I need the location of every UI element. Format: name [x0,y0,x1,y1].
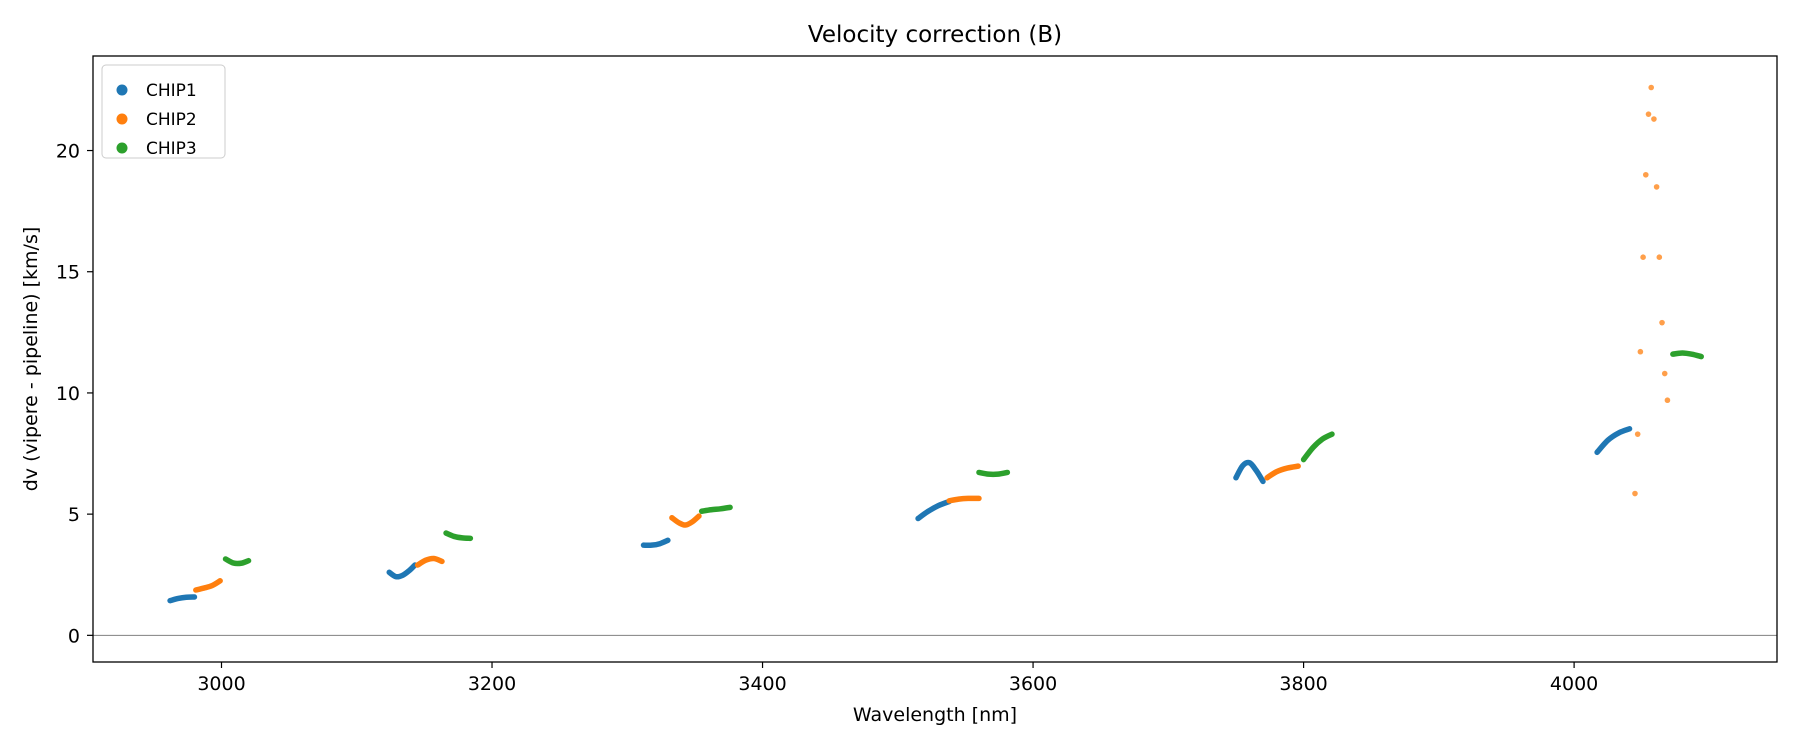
legend-marker-chip2 [117,114,128,125]
x-tick-label: 3400 [738,673,786,695]
x-tick-label: 3800 [1279,673,1327,695]
y-tick-label: 0 [68,625,80,647]
x-axis-label: Wavelength [nm] [853,704,1017,726]
data-point [1665,397,1671,403]
legend: CHIP1 CHIP2 CHIP3 [102,65,225,159]
chart-background [0,0,1800,750]
data-point [1657,254,1663,260]
legend-label-chip2: CHIP2 [146,110,197,130]
chart: 3000 3200 3400 3600 3800 4000 0 5 10 15 20 Veloci… [0,0,1800,750]
legend-marker-chip1 [117,85,128,96]
data-segment [979,472,1007,474]
legend-label-chip3: CHIP3 [146,139,197,159]
x-tick-label: 4000 [1550,673,1598,695]
y-tick-label: 5 [68,504,80,526]
data-segment [1673,353,1701,357]
data-point [1662,371,1668,377]
y-tick-label: 10 [56,383,80,405]
y-tick-label: 20 [56,141,80,163]
data-point [1659,320,1665,326]
data-point [1635,431,1641,437]
data-point [1654,184,1660,190]
data-point [1632,491,1638,497]
data-point [1643,172,1649,178]
x-tick-label: 3000 [197,673,245,695]
x-tick-label: 3600 [1009,673,1057,695]
data-point [1640,254,1646,260]
chart-title: Velocity correction (B) [808,22,1062,48]
legend-label-chip1: CHIP1 [146,81,197,101]
data-point [1651,116,1657,122]
data-segment [949,498,979,500]
data-point [1648,85,1654,91]
y-tick-label: 15 [56,262,80,284]
data-segment [702,507,730,511]
data-point [1638,349,1644,355]
x-tick-label: 3200 [468,673,516,695]
legend-marker-chip3 [117,143,128,154]
data-point [1646,111,1652,117]
y-axis-label: dv (vipere - pipeline) [km/s] [20,227,42,492]
